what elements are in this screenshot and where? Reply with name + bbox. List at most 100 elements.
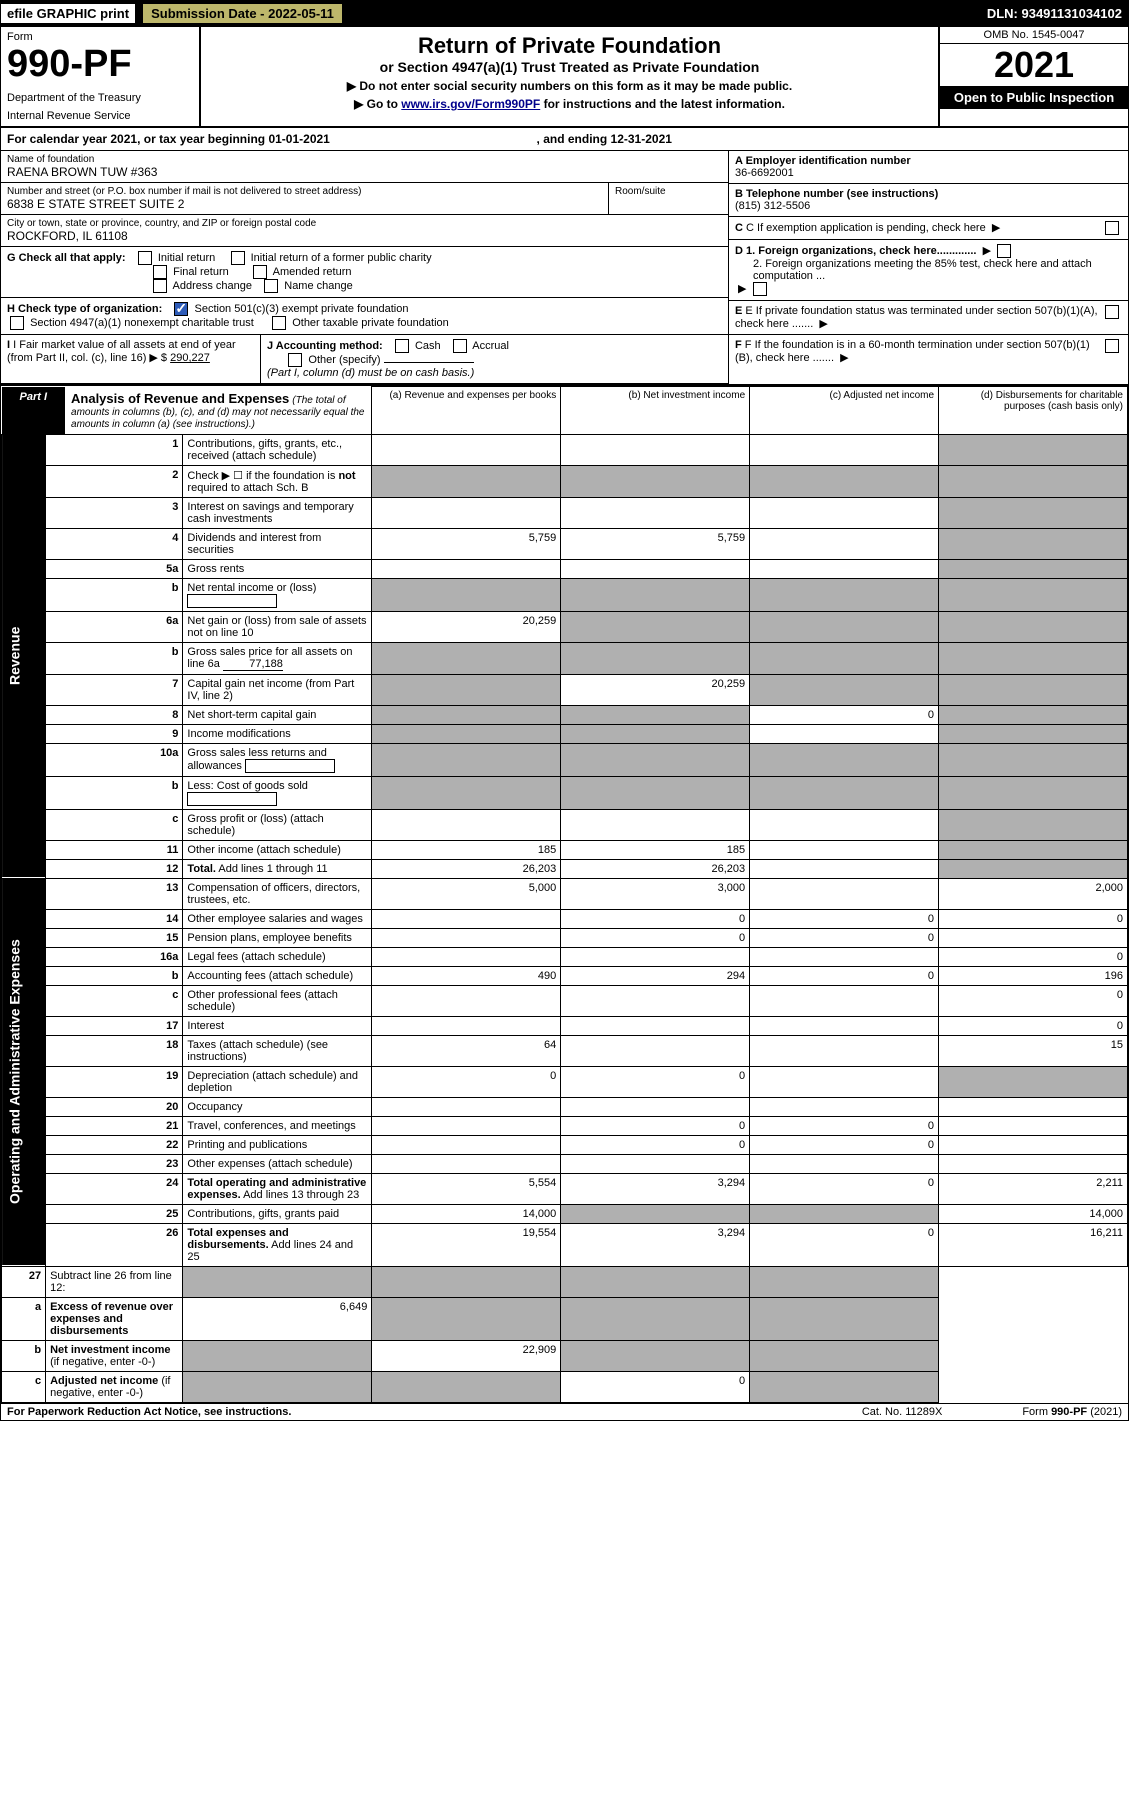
line-number: b <box>46 776 183 809</box>
chk-initial-return[interactable] <box>138 251 152 265</box>
amount-cell <box>939 705 1128 724</box>
amount-cell: 14,000 <box>372 1204 561 1223</box>
instr-line-1: ▶ Do not enter social security numbers o… <box>207 79 932 93</box>
line-number: 9 <box>46 724 183 743</box>
efile-label: efile GRAPHIC print <box>1 4 135 23</box>
amount-cell <box>372 674 561 705</box>
amount-cell <box>561 434 750 465</box>
table-row: 4Dividends and interest from securities5… <box>2 528 1128 559</box>
chk-amended-return[interactable] <box>253 265 267 279</box>
form-label-footer: Form 990-PF (2021) <box>1022 1406 1122 1418</box>
amount-cell <box>561 947 750 966</box>
table-row: 26Total expenses and disbursements. Add … <box>2 1223 1128 1266</box>
line-desc: Contributions, gifts, grants paid <box>183 1204 372 1223</box>
amount-cell <box>939 1116 1128 1135</box>
chk-60month[interactable] <box>1105 339 1119 353</box>
line-number: 26 <box>46 1223 183 1266</box>
amount-cell <box>561 578 750 611</box>
calendar-year-row: For calendar year 2021, or tax year begi… <box>1 128 1128 151</box>
line-number: 7 <box>46 674 183 705</box>
amount-cell: 0 <box>750 1173 939 1204</box>
amount-cell <box>939 528 1128 559</box>
chk-initial-former[interactable] <box>231 251 245 265</box>
line-number: 16a <box>46 947 183 966</box>
line-desc: Travel, conferences, and meetings <box>183 1116 372 1135</box>
chk-accrual[interactable] <box>453 339 467 353</box>
part1-table: Part I Analysis of Revenue and Expenses … <box>1 386 1128 1403</box>
header-right: OMB No. 1545-0047 2021 Open to Public In… <box>938 27 1128 126</box>
chk-501c3[interactable] <box>174 302 188 316</box>
line-desc: Compensation of officers, directors, tru… <box>183 878 372 909</box>
table-row: 7Capital gain net income (from Part IV, … <box>2 674 1128 705</box>
chk-final-return[interactable] <box>153 265 167 279</box>
line-number: 18 <box>46 1035 183 1066</box>
amount-cell <box>372 985 561 1016</box>
chk-4947[interactable] <box>10 316 24 330</box>
amount-cell <box>939 642 1128 674</box>
table-row: 3Interest on savings and temporary cash … <box>2 497 1128 528</box>
amount-cell <box>372 1116 561 1135</box>
amount-cell <box>750 1154 939 1173</box>
amount-cell: 0 <box>750 909 939 928</box>
table-row: 27Subtract line 26 from line 12: <box>2 1266 1128 1297</box>
line-number: 8 <box>46 705 183 724</box>
line-number: c <box>46 985 183 1016</box>
amount-cell: 0 <box>750 705 939 724</box>
amount-cell: 26,203 <box>561 859 750 878</box>
table-row: 23Other expenses (attach schedule) <box>2 1154 1128 1173</box>
amount-cell <box>750 674 939 705</box>
chk-85pct-test[interactable] <box>753 282 767 296</box>
line-number: c <box>46 809 183 840</box>
amount-cell <box>372 465 561 497</box>
amount-cell <box>750 840 939 859</box>
line-number: 2 <box>46 465 183 497</box>
line-number: b <box>46 578 183 611</box>
line-desc: Occupancy <box>183 1097 372 1116</box>
table-row: 9Income modifications <box>2 724 1128 743</box>
line-desc: Less: Cost of goods sold <box>183 776 372 809</box>
amount-cell <box>750 1035 939 1066</box>
amount-cell <box>372 1097 561 1116</box>
line-desc: Contributions, gifts, grants, etc., rece… <box>183 434 372 465</box>
line-desc: Excess of revenue over expenses and disb… <box>46 1297 183 1340</box>
line-desc: Other income (attach schedule) <box>183 840 372 859</box>
dept-treasury: Department of the Treasury <box>7 92 193 104</box>
line-desc: Total expenses and disbursements. Add li… <box>183 1223 372 1266</box>
amount-cell <box>750 1371 939 1402</box>
amount-cell <box>750 809 939 840</box>
chk-other-taxable[interactable] <box>272 316 286 330</box>
amount-cell <box>750 947 939 966</box>
phone-value: (815) 312-5506 <box>735 200 810 212</box>
chk-other-method[interactable] <box>288 353 302 367</box>
line-desc: Net rental income or (loss) <box>183 578 372 611</box>
amount-cell <box>372 705 561 724</box>
line-desc: Net gain or (loss) from sale of assets n… <box>183 611 372 642</box>
amount-cell: 16,211 <box>939 1223 1128 1266</box>
amount-cell: 490 <box>372 966 561 985</box>
amount-cell: 6,649 <box>183 1297 372 1340</box>
amount-cell: 0 <box>372 1066 561 1097</box>
line-desc: Total. Add lines 1 through 11 <box>183 859 372 878</box>
city-state-zip: ROCKFORD, IL 61108 <box>7 229 722 243</box>
part1-header-row: Part I Analysis of Revenue and Expenses … <box>2 387 1128 435</box>
chk-exemption-pending[interactable] <box>1105 221 1119 235</box>
chk-cash[interactable] <box>395 339 409 353</box>
amount-cell <box>372 909 561 928</box>
col-a-header: (a) Revenue and expenses per books <box>372 387 561 435</box>
line-number: 5a <box>46 559 183 578</box>
amount-cell <box>750 1266 939 1297</box>
line-number: 6a <box>46 611 183 642</box>
chk-name-change[interactable] <box>264 279 278 293</box>
chk-status-terminated[interactable] <box>1105 305 1119 319</box>
amount-cell: 0 <box>561 909 750 928</box>
chk-foreign-org[interactable] <box>997 244 1011 258</box>
amount-cell <box>372 642 561 674</box>
amount-cell <box>939 809 1128 840</box>
chk-address-change[interactable] <box>153 279 167 293</box>
amount-cell <box>939 611 1128 642</box>
amount-cell <box>561 1266 750 1297</box>
amount-cell <box>372 559 561 578</box>
form990pf-link[interactable]: www.irs.gov/Form990PF <box>401 97 540 111</box>
table-row: cAdjusted net income (if negative, enter… <box>2 1371 1128 1402</box>
amount-cell <box>561 776 750 809</box>
